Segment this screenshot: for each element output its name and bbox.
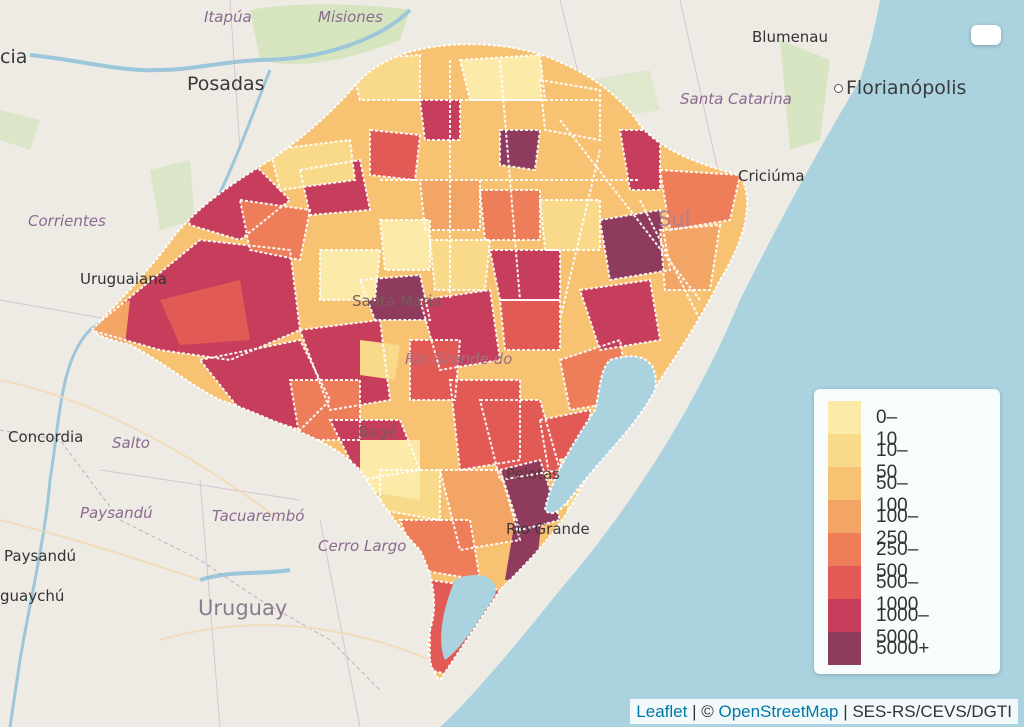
legend-swatch <box>828 467 861 500</box>
city-dot-icon <box>834 84 843 93</box>
legend-swatch <box>828 566 861 599</box>
label-paysandu-region: Paysandú <box>80 504 153 522</box>
legend-swatch <box>828 533 861 566</box>
layers-control-button[interactable] <box>971 25 1001 45</box>
legend-swatch <box>828 401 861 434</box>
legend-swatch <box>828 500 861 533</box>
legend-label: 250–500 <box>876 539 919 582</box>
label-sul: Sul <box>658 207 691 231</box>
label-santa-catarina: Santa Catarina <box>680 90 792 108</box>
label-bage: Bagé <box>358 423 397 441</box>
legend-swatch <box>828 434 861 467</box>
label-florianopolis-text: Florianópolis <box>846 77 967 99</box>
legend-swatch <box>828 599 861 632</box>
legend-label: 5000+ <box>876 638 930 659</box>
label-paysandu-city: Paysandú <box>4 547 76 565</box>
label-florianopolis: Florianópolis <box>834 77 966 99</box>
legend-label: 0–10 <box>876 407 898 450</box>
label-salto: Salto <box>112 434 150 452</box>
label-pelotas: Pelotas <box>506 465 560 483</box>
label-itapua: Itapúa <box>204 8 252 26</box>
label-guaychu: guaychú <box>0 587 65 605</box>
legend-label: 100–250 <box>876 506 919 549</box>
label-uruguay: Uruguay <box>198 596 288 620</box>
label-blumenau: Blumenau <box>752 28 829 46</box>
attribution: Leaflet | © OpenStreetMap | SES-RS/CEVS/… <box>630 699 1018 724</box>
attribution-sep1: | © <box>687 702 719 721</box>
legend-label: 500–1000 <box>876 572 919 615</box>
label-criciuma: Criciúma <box>738 167 805 185</box>
label-concordia: Concordia <box>8 428 84 446</box>
openstreetmap-link[interactable]: OpenStreetMap <box>718 702 839 721</box>
label-cerro-largo: Cerro Largo <box>318 537 407 555</box>
label-rio-grande: Rio Grande <box>506 520 590 538</box>
attribution-source: | SES-RS/CEVS/DGTI <box>838 702 1012 721</box>
legend-label: 1000–5000 <box>876 605 929 648</box>
label-santa-maria: Santa Maria <box>352 292 442 310</box>
legend-label: 10–50 <box>876 440 908 483</box>
label-misiones: Misiones <box>318 8 383 26</box>
label-corrientes: Corrientes <box>28 212 106 230</box>
label-uruguaiana: Uruguaiana <box>80 270 167 288</box>
legend-label: 50–100 <box>876 473 908 516</box>
label-rio-grande-do: Rio Grande do <box>405 350 513 368</box>
legend-swatch <box>828 632 861 665</box>
label-cia: cia <box>0 46 28 68</box>
legend: 0–10 10–50 50–100 100–250 250–500 500–1000 100… <box>814 389 1000 674</box>
leaflet-link[interactable]: Leaflet <box>636 702 688 721</box>
label-posadas: Posadas <box>187 73 265 95</box>
label-tacuarembo: Tacuarembó <box>212 507 305 525</box>
